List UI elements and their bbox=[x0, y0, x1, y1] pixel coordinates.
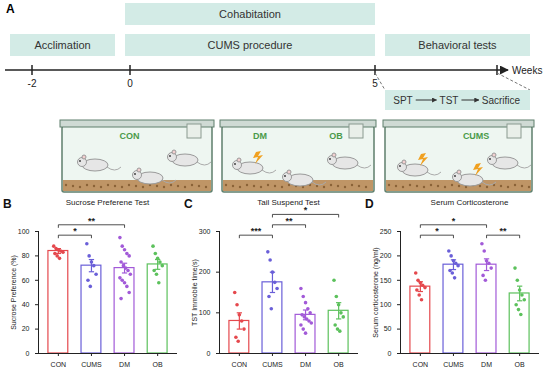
svg-text:Acclimation: Acclimation bbox=[34, 39, 90, 51]
svg-text:50: 50 bbox=[384, 325, 392, 332]
svg-text:*: * bbox=[452, 216, 456, 226]
svg-text:200: 200 bbox=[380, 252, 392, 259]
svg-text:CUMS: CUMS bbox=[81, 361, 102, 368]
html-text:B: B bbox=[3, 197, 12, 211]
html-text:C: C bbox=[184, 197, 193, 211]
svg-text:0: 0 bbox=[207, 350, 211, 357]
svg-text:-2: -2 bbox=[28, 78, 37, 89]
svg-text:CON: CON bbox=[51, 361, 67, 368]
svg-text:OB: OB bbox=[153, 361, 163, 368]
svg-text:CON: CON bbox=[232, 361, 248, 368]
svg-text:DM: DM bbox=[300, 361, 311, 368]
svg-text:**: ** bbox=[88, 216, 96, 226]
svg-text:OB: OB bbox=[329, 131, 343, 141]
html-text:Sucrose Preferene Test: Sucrose Preferene Test bbox=[65, 198, 150, 207]
svg-text:OB: OB bbox=[515, 361, 525, 368]
svg-text:DM: DM bbox=[119, 361, 130, 368]
html-text:D: D bbox=[365, 197, 374, 211]
svg-text:80: 80 bbox=[22, 252, 30, 259]
svg-text:100: 100 bbox=[18, 228, 30, 235]
svg-text:0: 0 bbox=[388, 350, 392, 357]
svg-text:150: 150 bbox=[380, 277, 392, 284]
svg-text:TST: TST bbox=[440, 95, 459, 106]
svg-text:SPT: SPT bbox=[393, 95, 412, 106]
svg-text:CUMS: CUMS bbox=[463, 131, 490, 141]
svg-text:*: * bbox=[73, 226, 77, 236]
svg-text:Weeks: Weeks bbox=[512, 65, 542, 76]
svg-text:Sacrifice: Sacrifice bbox=[482, 95, 521, 106]
svg-text:0: 0 bbox=[26, 350, 30, 357]
svg-text:60: 60 bbox=[22, 277, 30, 284]
svg-text:20: 20 bbox=[22, 325, 30, 332]
svg-text:CUMS: CUMS bbox=[443, 361, 464, 368]
svg-text:CON: CON bbox=[120, 131, 140, 141]
svg-text:CUMS procedure: CUMS procedure bbox=[208, 39, 293, 51]
svg-text:*: * bbox=[435, 226, 439, 236]
svg-text:Cohabitation: Cohabitation bbox=[219, 8, 281, 20]
svg-text:0: 0 bbox=[127, 78, 133, 89]
html-text:Serum Corticosterone: Serum Corticosterone bbox=[430, 198, 509, 207]
svg-text:TST Immobile time(s): TST Immobile time(s) bbox=[191, 259, 199, 326]
svg-text:DM: DM bbox=[253, 131, 267, 141]
svg-text:100: 100 bbox=[199, 309, 211, 316]
svg-text:***: *** bbox=[251, 226, 262, 236]
svg-text:OB: OB bbox=[334, 361, 344, 368]
svg-text:Behavioral tests: Behavioral tests bbox=[418, 39, 497, 51]
svg-text:CUMS: CUMS bbox=[262, 361, 283, 368]
svg-text:Sucrose Preference (%): Sucrose Preference (%) bbox=[10, 255, 18, 330]
svg-text:200: 200 bbox=[199, 268, 211, 275]
svg-text:100: 100 bbox=[380, 301, 392, 308]
svg-text:40: 40 bbox=[22, 301, 30, 308]
html-text:Tail Suspend Test: Tail Suspend Test bbox=[257, 198, 320, 207]
svg-text:DM: DM bbox=[481, 361, 492, 368]
svg-text:300: 300 bbox=[199, 228, 211, 235]
svg-text:5: 5 bbox=[372, 78, 378, 89]
svg-text:Serum corticosterone (ng/ml): Serum corticosterone (ng/ml) bbox=[372, 247, 380, 337]
svg-text:CON: CON bbox=[413, 361, 429, 368]
svg-text:250: 250 bbox=[380, 228, 392, 235]
svg-text:**: ** bbox=[285, 216, 293, 226]
svg-text:A: A bbox=[6, 2, 15, 16]
svg-text:**: ** bbox=[500, 226, 508, 236]
